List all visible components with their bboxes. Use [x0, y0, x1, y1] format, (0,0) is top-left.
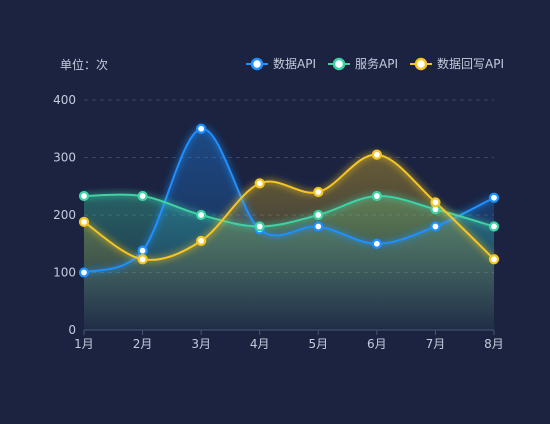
legend[interactable]: 数据API 服务API 数据回写API — [246, 56, 504, 71]
legend-label: 服务API — [355, 56, 398, 71]
x-tick-label: 4月 — [250, 337, 270, 351]
x-tick-label: 7月 — [426, 337, 446, 351]
y-tick-label: 200 — [53, 208, 76, 222]
x-tick-label: 5月 — [308, 337, 328, 351]
data-point[interactable] — [313, 221, 324, 232]
legend-item[interactable]: 服务API — [328, 56, 398, 71]
data-point[interactable] — [488, 254, 500, 265]
data-point[interactable] — [78, 190, 90, 202]
data-point[interactable] — [78, 267, 90, 278]
x-tick-label: 2月 — [133, 337, 153, 351]
data-point[interactable] — [430, 221, 441, 232]
data-point[interactable] — [371, 238, 382, 249]
data-point[interactable] — [137, 190, 148, 202]
data-point[interactable] — [371, 190, 382, 202]
legend-marker-icon — [250, 57, 264, 71]
y-tick-label: 300 — [53, 151, 76, 165]
data-point[interactable] — [254, 221, 265, 232]
y-tick-label: 0 — [68, 323, 76, 337]
legend-item[interactable]: 数据API — [246, 56, 316, 71]
y-tick-label: 100 — [53, 266, 76, 280]
data-point[interactable] — [196, 235, 207, 246]
legend-item[interactable]: 数据回写API — [410, 56, 504, 71]
legend-label: 数据API — [273, 56, 316, 71]
legend-label: 数据回写API — [437, 56, 504, 71]
y-tick-label: 400 — [53, 93, 76, 107]
x-tick-label: 3月 — [191, 337, 211, 351]
data-point[interactable] — [313, 209, 324, 221]
data-point[interactable] — [137, 254, 148, 265]
data-point[interactable] — [371, 149, 382, 160]
data-point[interactable] — [430, 197, 441, 208]
series-points[interactable] — [78, 123, 500, 278]
legend-marker-icon — [414, 57, 428, 71]
data-point[interactable] — [254, 178, 265, 189]
data-point[interactable] — [196, 209, 207, 221]
data-point[interactable] — [137, 245, 148, 256]
data-point[interactable] — [488, 221, 500, 232]
data-point[interactable] — [78, 216, 90, 227]
data-point[interactable] — [488, 192, 500, 203]
data-point[interactable] — [196, 123, 207, 134]
axes: 0 100 200 300 400 1月 2月 3月 4月 5月 6月 7月 8月 — [53, 93, 504, 351]
x-tick-label: 1月 — [74, 337, 94, 351]
x-tick-label: 8月 — [484, 337, 504, 351]
x-tick-label: 6月 — [367, 337, 387, 351]
unit-label: 单位：次 — [60, 57, 108, 72]
data-point[interactable] — [313, 186, 324, 198]
legend-marker-icon — [332, 57, 346, 71]
